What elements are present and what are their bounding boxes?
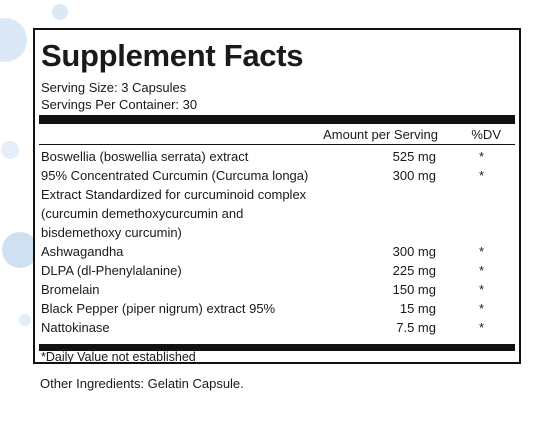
footnote: *Daily Value not established (41, 350, 196, 364)
panel-title: Supplement Facts (41, 38, 304, 73)
ingredient-row: Extract Standardized for curcuminoid com… (41, 187, 513, 206)
ingredient-row: Nattokinase 7.5 mg * (41, 320, 513, 339)
ingredient-row: Ashwagandha 300 mg * (41, 244, 513, 263)
ingredient-amount: 150 mg (392, 282, 436, 297)
ingredient-amount: 15 mg (399, 301, 436, 316)
ingredient-name: Boswellia (boswellia serrata) extract (41, 149, 249, 164)
ingredient-dv: * (478, 168, 484, 183)
dv-header: %DV (471, 127, 501, 142)
ingredient-dv: * (478, 244, 484, 259)
ingredient-dv: * (478, 320, 484, 335)
ingredient-dv: * (478, 301, 484, 316)
ingredient-name: (curcumin demethoxycurcumin and (41, 206, 244, 221)
ingredient-name: Nattokinase (41, 320, 110, 335)
ingredient-dv: * (478, 282, 484, 297)
ingredient-name: Bromelain (41, 282, 100, 297)
ingredient-amount: 225 mg (392, 263, 436, 278)
thick-rule (39, 344, 515, 351)
supplement-facts-panel: Supplement Facts Serving Size: 3 Capsule… (33, 28, 521, 364)
ingredient-row: 95% Concentrated Curcumin (Curcuma longa… (41, 168, 513, 187)
ingredient-amount: 525 mg (392, 149, 436, 164)
ingredient-row: Bromelain 150 mg * (41, 282, 513, 301)
serving-size: Serving Size: 3 Capsules (41, 80, 187, 95)
other-ingredients: Other Ingredients: Gelatin Capsule. (40, 376, 244, 391)
ingredient-row: Boswellia (boswellia serrata) extract 525… (41, 149, 513, 168)
ingredient-row: Black Pepper (piper nigrum) extract 95% 1… (41, 301, 513, 320)
background-bubbles (0, 4, 68, 326)
ingredient-name: Extract Standardized for curcuminoid com… (41, 187, 307, 202)
ingredient-row: (curcumin demethoxycurcumin and (41, 206, 513, 225)
amount-header: Amount per Serving (323, 127, 438, 142)
ingredient-dv: * (478, 149, 484, 164)
ingredient-row: DLPA (dl-Phenylalanine) 225 mg * (41, 263, 513, 282)
ingredient-name: Black Pepper (piper nigrum) extract 95% (41, 301, 276, 316)
ingredient-dv: * (478, 263, 484, 278)
ingredient-name: Ashwagandha (41, 244, 124, 259)
thick-rule (39, 115, 515, 124)
ingredient-amount: 300 mg (392, 168, 436, 183)
ingredient-name: 95% Concentrated Curcumin (Curcuma longa… (41, 168, 309, 183)
thin-rule (39, 144, 515, 145)
ingredient-name: DLPA (dl-Phenylalanine) (41, 263, 182, 278)
ingredient-amount: 7.5 mg (396, 320, 436, 335)
ingredient-amount: 300 mg (392, 244, 436, 259)
ingredient-name: bisdemethoxy curcumin) (41, 225, 182, 240)
servings-per-container: Servings Per Container: 30 (41, 97, 198, 112)
ingredient-row: bisdemethoxy curcumin) (41, 225, 513, 244)
